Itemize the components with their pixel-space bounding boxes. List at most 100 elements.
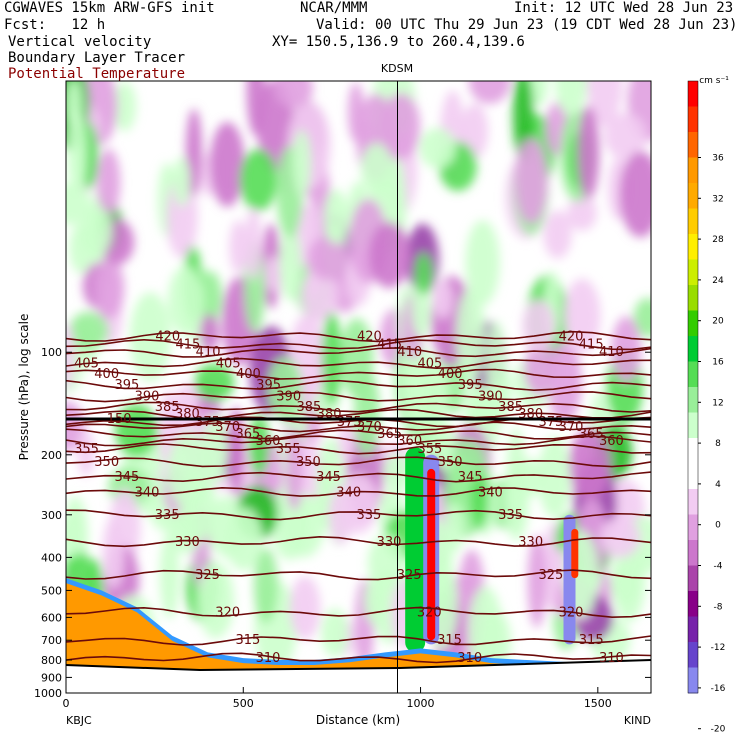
cross-section-endpoints: XY= 150.5,136.9 to 260.4,139.6	[272, 34, 525, 50]
theta-contour-line	[66, 535, 651, 548]
theta-contour-label: 345	[458, 470, 483, 485]
theta-contour-label: 365	[235, 427, 260, 442]
theta-contour-label: 315	[579, 633, 604, 648]
station-label-mid: KDSM	[381, 62, 413, 75]
colorbar-swatch	[688, 463, 698, 490]
theta-contour-label: 410	[196, 345, 221, 360]
theta-contour-label: 335	[498, 508, 523, 523]
theta-contour-line	[66, 379, 651, 392]
updraft-blob	[538, 436, 572, 518]
updraft-blob	[414, 252, 433, 296]
y-tick-label: 900	[41, 671, 62, 684]
downdraft-blob	[285, 427, 304, 511]
theta-contour-line	[66, 391, 651, 403]
y-tick-label: 600	[41, 611, 62, 624]
theta-contour-label: 350	[296, 455, 321, 470]
x-tick-label: 1000	[407, 697, 435, 710]
colorbar-tick-label: -4	[714, 562, 723, 572]
theta-contour-label: 335	[356, 508, 381, 523]
theta-contour-label: 330	[377, 535, 402, 550]
downdraft-blob	[524, 342, 557, 397]
theta-contour-label: 355	[74, 442, 99, 457]
updraft-blob	[517, 458, 544, 498]
theta-contour-line	[66, 606, 651, 619]
updraft-blob	[67, 108, 87, 197]
theta-contour-label: 390	[478, 390, 503, 405]
theta-contour-label: 400	[438, 367, 463, 382]
updraft-blob	[267, 357, 303, 421]
colorbar-tick-label: 4	[715, 480, 721, 490]
colorbar-swatch	[688, 438, 698, 464]
y-tick-label: 300	[41, 509, 62, 522]
updraft-blob	[321, 608, 349, 658]
colorbar-tick-label: 32	[712, 194, 723, 204]
updraft-blob	[173, 156, 191, 207]
theta-contour-line	[66, 443, 651, 455]
theta-contour-label: 370	[559, 420, 584, 435]
downdraft-blob	[543, 210, 572, 259]
colorbar-swatch	[688, 361, 698, 388]
theta-contour-label: 340	[336, 486, 361, 501]
updraft-blob	[115, 403, 158, 458]
downdraft-blob	[468, 81, 511, 104]
y-axis-title: Pressure (hPa), log scale	[17, 314, 31, 461]
theta-contour-line	[66, 347, 651, 358]
colorbar-swatch	[688, 540, 698, 566]
convective-column	[405, 447, 426, 653]
theta-contour-line	[66, 652, 651, 664]
downdraft-blob	[522, 299, 556, 353]
theta-contour-label: 325	[397, 568, 422, 583]
colorbar-swatch	[688, 412, 698, 439]
updraft-blob	[159, 531, 180, 619]
theta-contour-label: 340	[135, 486, 160, 501]
y-tick-label: 500	[41, 584, 62, 597]
theta-contour-label: 310	[457, 651, 482, 666]
colorbar-tick-label: 24	[712, 276, 724, 286]
downdraft-blob	[245, 207, 262, 280]
theta-contour-label: 395	[114, 378, 139, 393]
colorbar-swatch	[688, 234, 698, 260]
theta-contour-line	[66, 569, 651, 581]
colorbar-swatch	[688, 514, 698, 541]
y-tick-label: 800	[41, 654, 62, 667]
downdraft-blob	[209, 121, 245, 207]
theta-contour-label: 385	[155, 400, 180, 415]
field-boundary-layer-tracer: Boundary Layer Tracer	[8, 50, 186, 66]
downdraft-blob	[432, 279, 453, 319]
colorbar-tick-label: 8	[715, 439, 721, 449]
colorbar-swatch	[688, 157, 698, 184]
theta-contour-label: 355	[276, 442, 301, 457]
station-label-left: KBJC	[66, 714, 92, 727]
theta-contour-label: 405	[216, 357, 241, 372]
colorbar-tick-label: -8	[714, 602, 723, 612]
theta-contour-line	[66, 330, 651, 343]
updraft-blob	[324, 189, 348, 245]
theta-contour-line	[66, 428, 651, 440]
downdraft-blob	[537, 547, 572, 590]
colorbar-swatch	[688, 81, 698, 107]
updraft-blob	[66, 511, 87, 557]
theta-contour-label: 400	[236, 367, 261, 382]
updraft-blob	[360, 143, 393, 195]
theta-contour-label: 370	[215, 420, 240, 435]
downdraft-blob	[577, 105, 600, 200]
updraft-blob	[79, 206, 113, 257]
y-tick-label: 200	[41, 449, 62, 462]
downdraft-blob	[567, 194, 597, 231]
colorbar-tick-label: 16	[712, 358, 724, 368]
downdraft-blob	[619, 151, 651, 238]
terrain-tracer	[66, 578, 651, 693]
x-tick-label: 1500	[584, 697, 612, 710]
downdraft-blob	[461, 103, 489, 159]
x-tick-label: 0	[63, 697, 70, 710]
downdraft-blob	[328, 486, 354, 545]
colorbar-swatch	[688, 259, 698, 286]
colorbar-swatch	[688, 565, 698, 592]
theta-contour-label: 335	[155, 508, 180, 523]
updraft-blob	[167, 266, 204, 336]
downdraft-blob	[347, 82, 364, 143]
theta-contour-label: 325	[195, 568, 220, 583]
theta-contour-label: 345	[316, 470, 341, 485]
y-tick-label: 700	[41, 634, 62, 647]
